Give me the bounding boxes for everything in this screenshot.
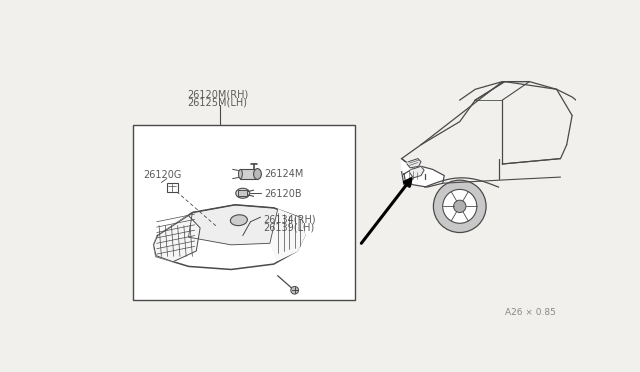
Ellipse shape xyxy=(236,188,250,198)
Text: 26139(LH): 26139(LH) xyxy=(264,222,315,232)
Polygon shape xyxy=(189,205,278,245)
Polygon shape xyxy=(404,166,444,187)
Polygon shape xyxy=(476,81,529,100)
Polygon shape xyxy=(410,166,424,178)
Polygon shape xyxy=(407,158,421,168)
Circle shape xyxy=(433,180,486,232)
Polygon shape xyxy=(402,158,413,187)
Text: 26120G: 26120G xyxy=(143,170,182,180)
Polygon shape xyxy=(270,209,305,260)
Text: A26 × 0.85: A26 × 0.85 xyxy=(505,308,556,317)
Text: 26124M: 26124M xyxy=(264,169,304,179)
Text: 26120B: 26120B xyxy=(264,189,302,199)
Bar xyxy=(132,125,355,300)
Text: 26120M(RH): 26120M(RH) xyxy=(187,89,248,99)
Bar xyxy=(241,169,257,179)
Circle shape xyxy=(291,286,298,294)
Text: 26125M(LH): 26125M(LH) xyxy=(187,98,247,108)
Ellipse shape xyxy=(230,215,248,226)
Bar xyxy=(167,183,178,192)
Ellipse shape xyxy=(239,169,243,179)
Circle shape xyxy=(454,200,466,212)
Text: 26134(RH): 26134(RH) xyxy=(264,214,316,224)
Bar xyxy=(238,190,248,196)
Circle shape xyxy=(443,189,477,223)
Polygon shape xyxy=(154,216,200,262)
Ellipse shape xyxy=(253,169,261,179)
Polygon shape xyxy=(154,205,305,269)
